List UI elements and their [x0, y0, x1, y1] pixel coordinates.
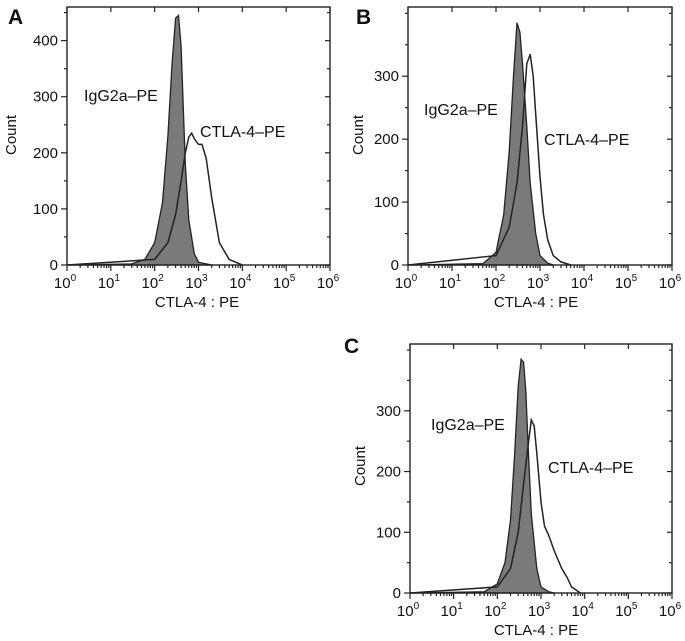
series-ctla-4-pe-line — [66, 131, 243, 266]
panel-letter: C — [344, 335, 359, 358]
y-tick-label: 200 — [33, 145, 58, 162]
x-tick-label: 105 — [273, 273, 296, 292]
y-tick-label: 200 — [374, 131, 399, 148]
x-axis-title: CTLA-4 : PE — [494, 294, 578, 311]
y-tick-label: 100 — [374, 194, 399, 211]
x-tick-label: 103 — [528, 601, 551, 620]
label-igg2a-pe: IgG2a–PE — [424, 102, 498, 119]
panel-letter: B — [356, 6, 371, 29]
x-tick-label: 100 — [397, 601, 420, 620]
x-tick-label: 102 — [142, 273, 165, 292]
x-tick-label: 102 — [483, 273, 506, 292]
label-ctla4-pe: CTLA-4–PE — [200, 124, 285, 141]
y-tick-label: 300 — [33, 89, 58, 106]
x-tick-label: 101 — [441, 601, 464, 620]
series-igg2a-pe-area — [407, 22, 554, 266]
label-igg2a-pe: IgG2a–PE — [84, 88, 158, 105]
x-axis-title: CTLA-4 : PE — [155, 294, 239, 311]
y-tick-label: 200 — [376, 464, 401, 481]
label-ctla4-pe: CTLA-4–PE — [544, 132, 629, 149]
x-tick-label: 105 — [615, 273, 638, 292]
x-tick-label: 103 — [527, 273, 550, 292]
x-tick-label: 105 — [615, 601, 638, 620]
series-igg2a-pe-area — [66, 13, 212, 266]
y-axis-title: Count — [350, 114, 367, 155]
y-tick-label: 0 — [391, 257, 399, 274]
label-igg2a-pe: IgG2a–PE — [431, 417, 505, 434]
x-tick-label: 100 — [54, 273, 77, 292]
y-axis-title: Count — [352, 445, 369, 486]
y-tick-label: 100 — [376, 524, 401, 541]
panel-letter: A — [8, 6, 23, 29]
x-axis-title: CTLA-4 : PE — [494, 622, 578, 639]
label-ctla4-pe: CTLA-4–PE — [548, 460, 633, 477]
series-ctla-4-pe-line — [407, 53, 572, 266]
y-tick-label: 400 — [33, 33, 58, 50]
plot-frame — [66, 6, 331, 266]
x-tick-label: 101 — [439, 273, 462, 292]
series-igg2a-pe-area — [409, 357, 555, 594]
y-tick-label: 0 — [393, 585, 401, 602]
y-tick-label: 300 — [374, 68, 399, 85]
y-tick-label: 0 — [50, 257, 58, 274]
x-tick-label: 106 — [659, 273, 682, 292]
y-axis-title: Count — [3, 114, 20, 155]
x-tick-label: 104 — [229, 273, 252, 292]
x-tick-label: 106 — [317, 273, 340, 292]
x-tick-label: 101 — [98, 273, 121, 292]
x-tick-label: 104 — [571, 273, 594, 292]
y-tick-label: 100 — [33, 201, 58, 218]
x-tick-label: 104 — [572, 601, 595, 620]
x-tick-label: 106 — [659, 601, 682, 620]
y-tick-label: 300 — [376, 403, 401, 420]
x-tick-label: 100 — [395, 273, 418, 292]
x-tick-label: 102 — [484, 601, 507, 620]
x-tick-label: 103 — [185, 273, 208, 292]
plot-frame — [407, 6, 673, 266]
series-ctla-4-pe-line — [409, 417, 581, 594]
